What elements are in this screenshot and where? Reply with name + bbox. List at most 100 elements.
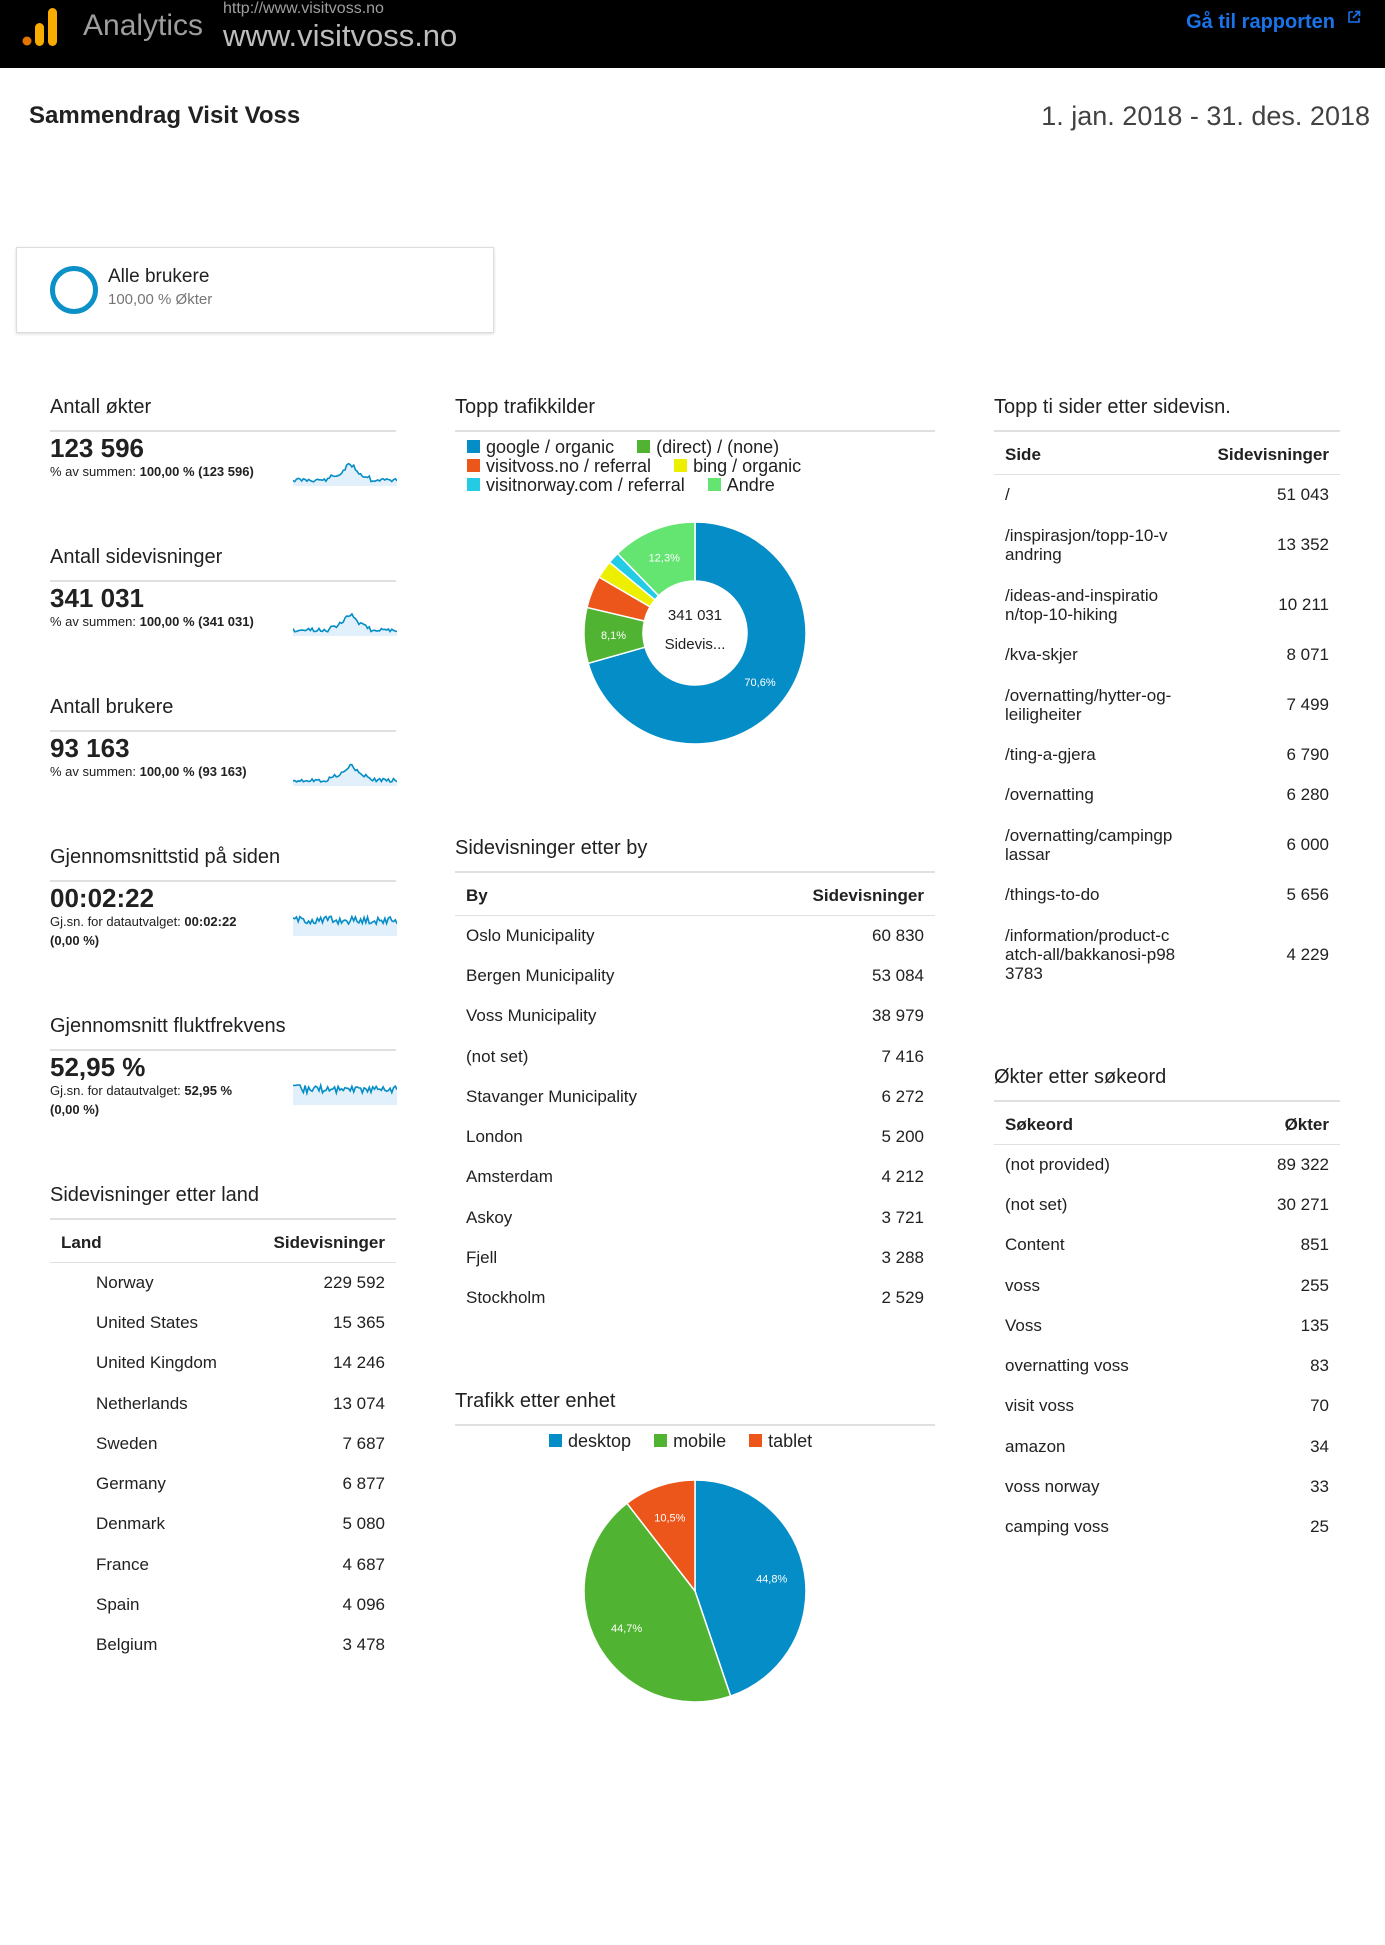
- country-row[interactable]: Spain 4 096: [50, 1585, 396, 1625]
- row-label[interactable]: Stockholm: [466, 1288, 546, 1308]
- city-row[interactable]: Askoy 3 721: [455, 1198, 935, 1238]
- row-label[interactable]: Amsterdam: [466, 1167, 553, 1187]
- page-row[interactable]: /overnatting/campingp lassar 6 000: [994, 815, 1340, 875]
- page-path[interactable]: /inspirasjon/topp-10-v andring: [994, 515, 1200, 575]
- column-header-pageviews[interactable]: Sidevisninger: [249, 1224, 396, 1263]
- page-row[interactable]: /kva-skjer 8 071: [994, 635, 1340, 675]
- country-row[interactable]: United Kingdom 14 246: [50, 1343, 396, 1383]
- row-label[interactable]: France: [96, 1554, 149, 1574]
- page-row[interactable]: / 51 043: [994, 475, 1340, 515]
- country-row[interactable]: Belgium 3 478: [50, 1625, 396, 1665]
- country-row[interactable]: Sweden 7 687: [50, 1424, 396, 1464]
- row-label[interactable]: United Kingdom: [96, 1353, 217, 1373]
- page-row[interactable]: /overnatting 6 280: [994, 775, 1340, 815]
- page-row[interactable]: /things-to-do 5 656: [994, 875, 1340, 915]
- country-row[interactable]: Netherlands 13 074: [50, 1383, 396, 1423]
- legend-item[interactable]: desktop: [549, 1431, 631, 1451]
- page-path[interactable]: /ting-a-gjera: [994, 735, 1200, 775]
- page-row[interactable]: /ideas-and-inspiratio n/top-10-hiking 10 2…: [994, 575, 1340, 635]
- row-label[interactable]: Sweden: [96, 1433, 158, 1453]
- row-label[interactable]: Norway: [96, 1272, 154, 1292]
- pie-slice-desktop[interactable]: [694, 1479, 807, 1698]
- legend-item[interactable]: bing / organic: [674, 456, 801, 476]
- keyword-row[interactable]: voss 255: [994, 1265, 1340, 1305]
- pie-slice-mobile[interactable]: [583, 1502, 732, 1703]
- city-row[interactable]: Oslo Municipality 60 830: [455, 916, 935, 956]
- column-header-country[interactable]: Land: [50, 1224, 250, 1263]
- city-row[interactable]: London 5 200: [455, 1117, 935, 1157]
- row-label[interactable]: Voss Municipality: [466, 1006, 597, 1026]
- row-label[interactable]: Spain: [96, 1595, 140, 1615]
- keyword-row[interactable]: voss norway 33: [994, 1467, 1340, 1507]
- country-row[interactable]: United States 15 365: [50, 1303, 396, 1343]
- column-header-city[interactable]: By: [455, 877, 742, 916]
- city-row[interactable]: Voss Municipality 38 979: [455, 996, 935, 1036]
- page-path[interactable]: /: [994, 475, 1200, 515]
- page-path[interactable]: /overnatting/hytter-og-leiligheiter: [994, 675, 1200, 735]
- keyword-row[interactable]: Content 851: [994, 1225, 1340, 1265]
- row-label[interactable]: United States: [96, 1312, 199, 1332]
- keyword-row[interactable]: overnatting voss 83: [994, 1346, 1340, 1386]
- legend-item[interactable]: mobile: [654, 1431, 726, 1451]
- country-row[interactable]: Norway 229 592: [50, 1263, 396, 1303]
- page-row[interactable]: /inspirasjon/topp-10-v andring 13 352: [994, 515, 1340, 575]
- row-label[interactable]: visit voss: [1005, 1396, 1074, 1416]
- pie-slice-andre[interactable]: [616, 521, 696, 597]
- keyword-row[interactable]: camping voss 25: [994, 1507, 1340, 1547]
- city-row[interactable]: Fjell 3 288: [455, 1238, 935, 1278]
- legend-item[interactable]: Andre: [707, 475, 775, 495]
- country-row[interactable]: Denmark 5 080: [50, 1504, 396, 1544]
- row-label[interactable]: Content: [1005, 1235, 1065, 1255]
- city-row[interactable]: Amsterdam 4 212: [455, 1157, 935, 1197]
- keyword-row[interactable]: visit voss 70: [994, 1386, 1340, 1426]
- city-row[interactable]: Stockholm 2 529: [455, 1278, 935, 1318]
- pie-slice-tablet[interactable]: [625, 1479, 696, 1594]
- page-path[interactable]: /overnatting/campingp lassar: [994, 815, 1200, 875]
- row-label[interactable]: Voss: [1005, 1315, 1042, 1335]
- city-row[interactable]: Bergen Municipality 53 084: [455, 956, 935, 996]
- row-label[interactable]: (not provided): [1005, 1154, 1110, 1174]
- row-label[interactable]: Stavanger Municipality: [466, 1086, 638, 1106]
- city-row[interactable]: (not set) 7 416: [455, 1036, 935, 1076]
- page-path[interactable]: /information/product-c atch-all/bakkanosi…: [994, 915, 1200, 995]
- legend-item[interactable]: tablet: [749, 1431, 812, 1451]
- keyword-row[interactable]: amazon 34: [994, 1427, 1340, 1467]
- page-path[interactable]: /things-to-do: [994, 875, 1200, 915]
- keyword-row[interactable]: (not set) 30 271: [994, 1185, 1340, 1225]
- row-label[interactable]: (not set): [1005, 1194, 1068, 1214]
- column-header-pageviews[interactable]: Sidevisninger: [741, 877, 935, 916]
- column-header-page[interactable]: Side: [994, 436, 1201, 475]
- legend-item[interactable]: visitvoss.no / referral: [467, 456, 651, 476]
- row-label[interactable]: Belgium: [96, 1635, 158, 1655]
- row-label[interactable]: voss: [1005, 1275, 1040, 1295]
- row-label[interactable]: camping voss: [1005, 1517, 1109, 1537]
- row-label[interactable]: Askoy: [466, 1207, 513, 1227]
- keyword-row[interactable]: (not provided) 89 322: [994, 1145, 1340, 1185]
- page-row[interactable]: /information/product-c atch-all/bakkanosi…: [994, 915, 1340, 995]
- row-label[interactable]: London: [466, 1127, 523, 1147]
- page-path[interactable]: /ideas-and-inspiratio n/top-10-hiking: [994, 575, 1200, 635]
- country-row[interactable]: Germany 6 877: [50, 1464, 396, 1504]
- legend-item[interactable]: google / organic: [467, 437, 614, 457]
- row-label[interactable]: Denmark: [96, 1514, 165, 1534]
- external-link-icon[interactable]: [1347, 10, 1361, 24]
- keyword-row[interactable]: Voss 135: [994, 1306, 1340, 1346]
- row-label[interactable]: overnatting voss: [1005, 1356, 1129, 1376]
- page-path[interactable]: /kva-skjer: [994, 635, 1200, 675]
- column-header-pageviews[interactable]: Sidevisninger: [1200, 436, 1340, 475]
- row-label[interactable]: amazon: [1005, 1436, 1066, 1456]
- row-label[interactable]: Oslo Municipality: [466, 925, 595, 945]
- segment-card[interactable]: Alle brukere 100,00 % Økter: [16, 247, 494, 333]
- row-label[interactable]: (not set): [466, 1046, 529, 1066]
- legend-item[interactable]: (direct) / (none): [637, 437, 779, 457]
- page-row[interactable]: /ting-a-gjera 6 790: [994, 735, 1340, 775]
- row-label[interactable]: voss norway: [1005, 1477, 1100, 1497]
- legend-item[interactable]: visitnorway.com / referral: [467, 475, 685, 495]
- pie-slice-google-organic[interactable]: [587, 521, 807, 745]
- country-row[interactable]: France 4 687: [50, 1545, 396, 1585]
- city-row[interactable]: Stavanger Municipality 6 272: [455, 1077, 935, 1117]
- row-label[interactable]: Netherlands: [96, 1393, 188, 1413]
- row-label[interactable]: Fjell: [466, 1248, 498, 1268]
- row-label[interactable]: Germany: [96, 1474, 166, 1494]
- row-label[interactable]: Bergen Municipality: [466, 965, 615, 985]
